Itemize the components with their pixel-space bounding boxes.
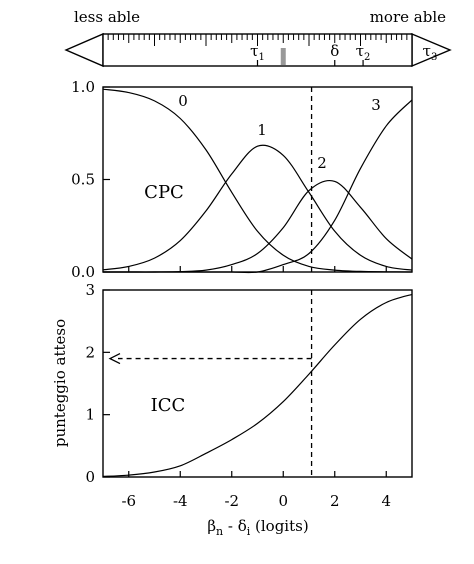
ruler-threshold-tau2-subscript: 2 — [364, 52, 370, 63]
ruler-right-label: more able — [370, 8, 446, 26]
icc-xtick-label: -2 — [224, 492, 239, 510]
ruler-threshold-tau1-subscript: 1 — [258, 52, 264, 63]
ruler-position-marker — [280, 48, 286, 65]
ruler-threshold-tau2: τ2 — [356, 42, 371, 63]
cpc-series-3-line — [103, 99, 413, 274]
icc-ytick-label: 1 — [85, 406, 95, 424]
icc-xlabel-b: β — [207, 517, 216, 535]
cpc-frame — [102, 86, 413, 273]
icc-xlabel-d: δ — [238, 517, 247, 535]
ruler-threshold-tau3: τ3 — [423, 42, 438, 63]
ruler-threshold-tau3-subscript: 3 — [431, 52, 437, 63]
ruler-left-label: less able — [74, 8, 140, 26]
icc-xtick-label: 4 — [381, 492, 391, 510]
cpc-series-0-line — [102, 88, 413, 273]
icc-ytick-label: 2 — [85, 343, 95, 361]
ruler-thresholds: τ1 δ τ2 τ3 — [250, 42, 437, 66]
icc-xtick-label: -6 — [121, 492, 136, 510]
icc-ytick-label: 3 — [85, 281, 95, 299]
cpc-panel: 0.0 0.5 1.0 CPC 0 1 2 3 — [71, 78, 413, 281]
cpc-panel-label: CPC — [144, 182, 184, 203]
ruler-left-arrow — [64, 32, 104, 68]
ability-ruler: less able more able τ1 δ τ2 τ3 — [64, 8, 452, 68]
cpc-series-1-line — [102, 144, 413, 271]
ruler-threshold-tau1-symbol: τ — [250, 42, 258, 60]
icc-panel: 0 1 2 3 ICC -6 -4 -2 0 2 4 punteggio atteso βn - δi … — [51, 281, 413, 538]
icc-expected-arrow-head — [108, 352, 121, 365]
icc-xlabel-rest: (logits) — [250, 517, 308, 535]
icc-xlabel: βn - δi (logits) — [207, 517, 308, 538]
icc-panel-label: ICC — [151, 395, 186, 416]
icc-xlabel-mid: - — [223, 517, 238, 535]
cpc-ytick-label: 1.0 — [71, 78, 95, 96]
ruler-threshold-tau3-symbol: τ — [423, 42, 431, 60]
cpc-ytick-label: 0.0 — [71, 263, 95, 281]
cpc-ytick-label: 0.5 — [71, 171, 95, 189]
ruler-threshold-tau2-symbol: τ — [356, 42, 364, 60]
icc-xtick-label: 2 — [330, 492, 340, 510]
cpc-curve-label-1: 1 — [257, 121, 267, 139]
cpc-curve-label-2: 2 — [317, 154, 327, 172]
cpc-curve-label-3: 3 — [371, 96, 381, 114]
ruler-ticks — [102, 34, 413, 46]
ruler-threshold-delta: δ — [330, 42, 339, 60]
icc-frame — [102, 289, 413, 478]
icc-xlabel-bsub: n — [216, 525, 223, 538]
ruler-threshold-tau1: τ1 — [250, 42, 265, 63]
icc-xtick-label: -4 — [173, 492, 188, 510]
icc-ylabel: punteggio atteso — [51, 319, 69, 447]
cpc-curve-label-0: 0 — [178, 92, 188, 110]
icc-xtick-label: 0 — [278, 492, 288, 510]
icc-series-expected-score-line — [102, 293, 413, 477]
icc-ytick-label: 0 — [85, 468, 95, 486]
icc-xlabel-dsub: i — [247, 525, 251, 538]
ruler-threshold-delta-symbol: δ — [330, 42, 339, 60]
